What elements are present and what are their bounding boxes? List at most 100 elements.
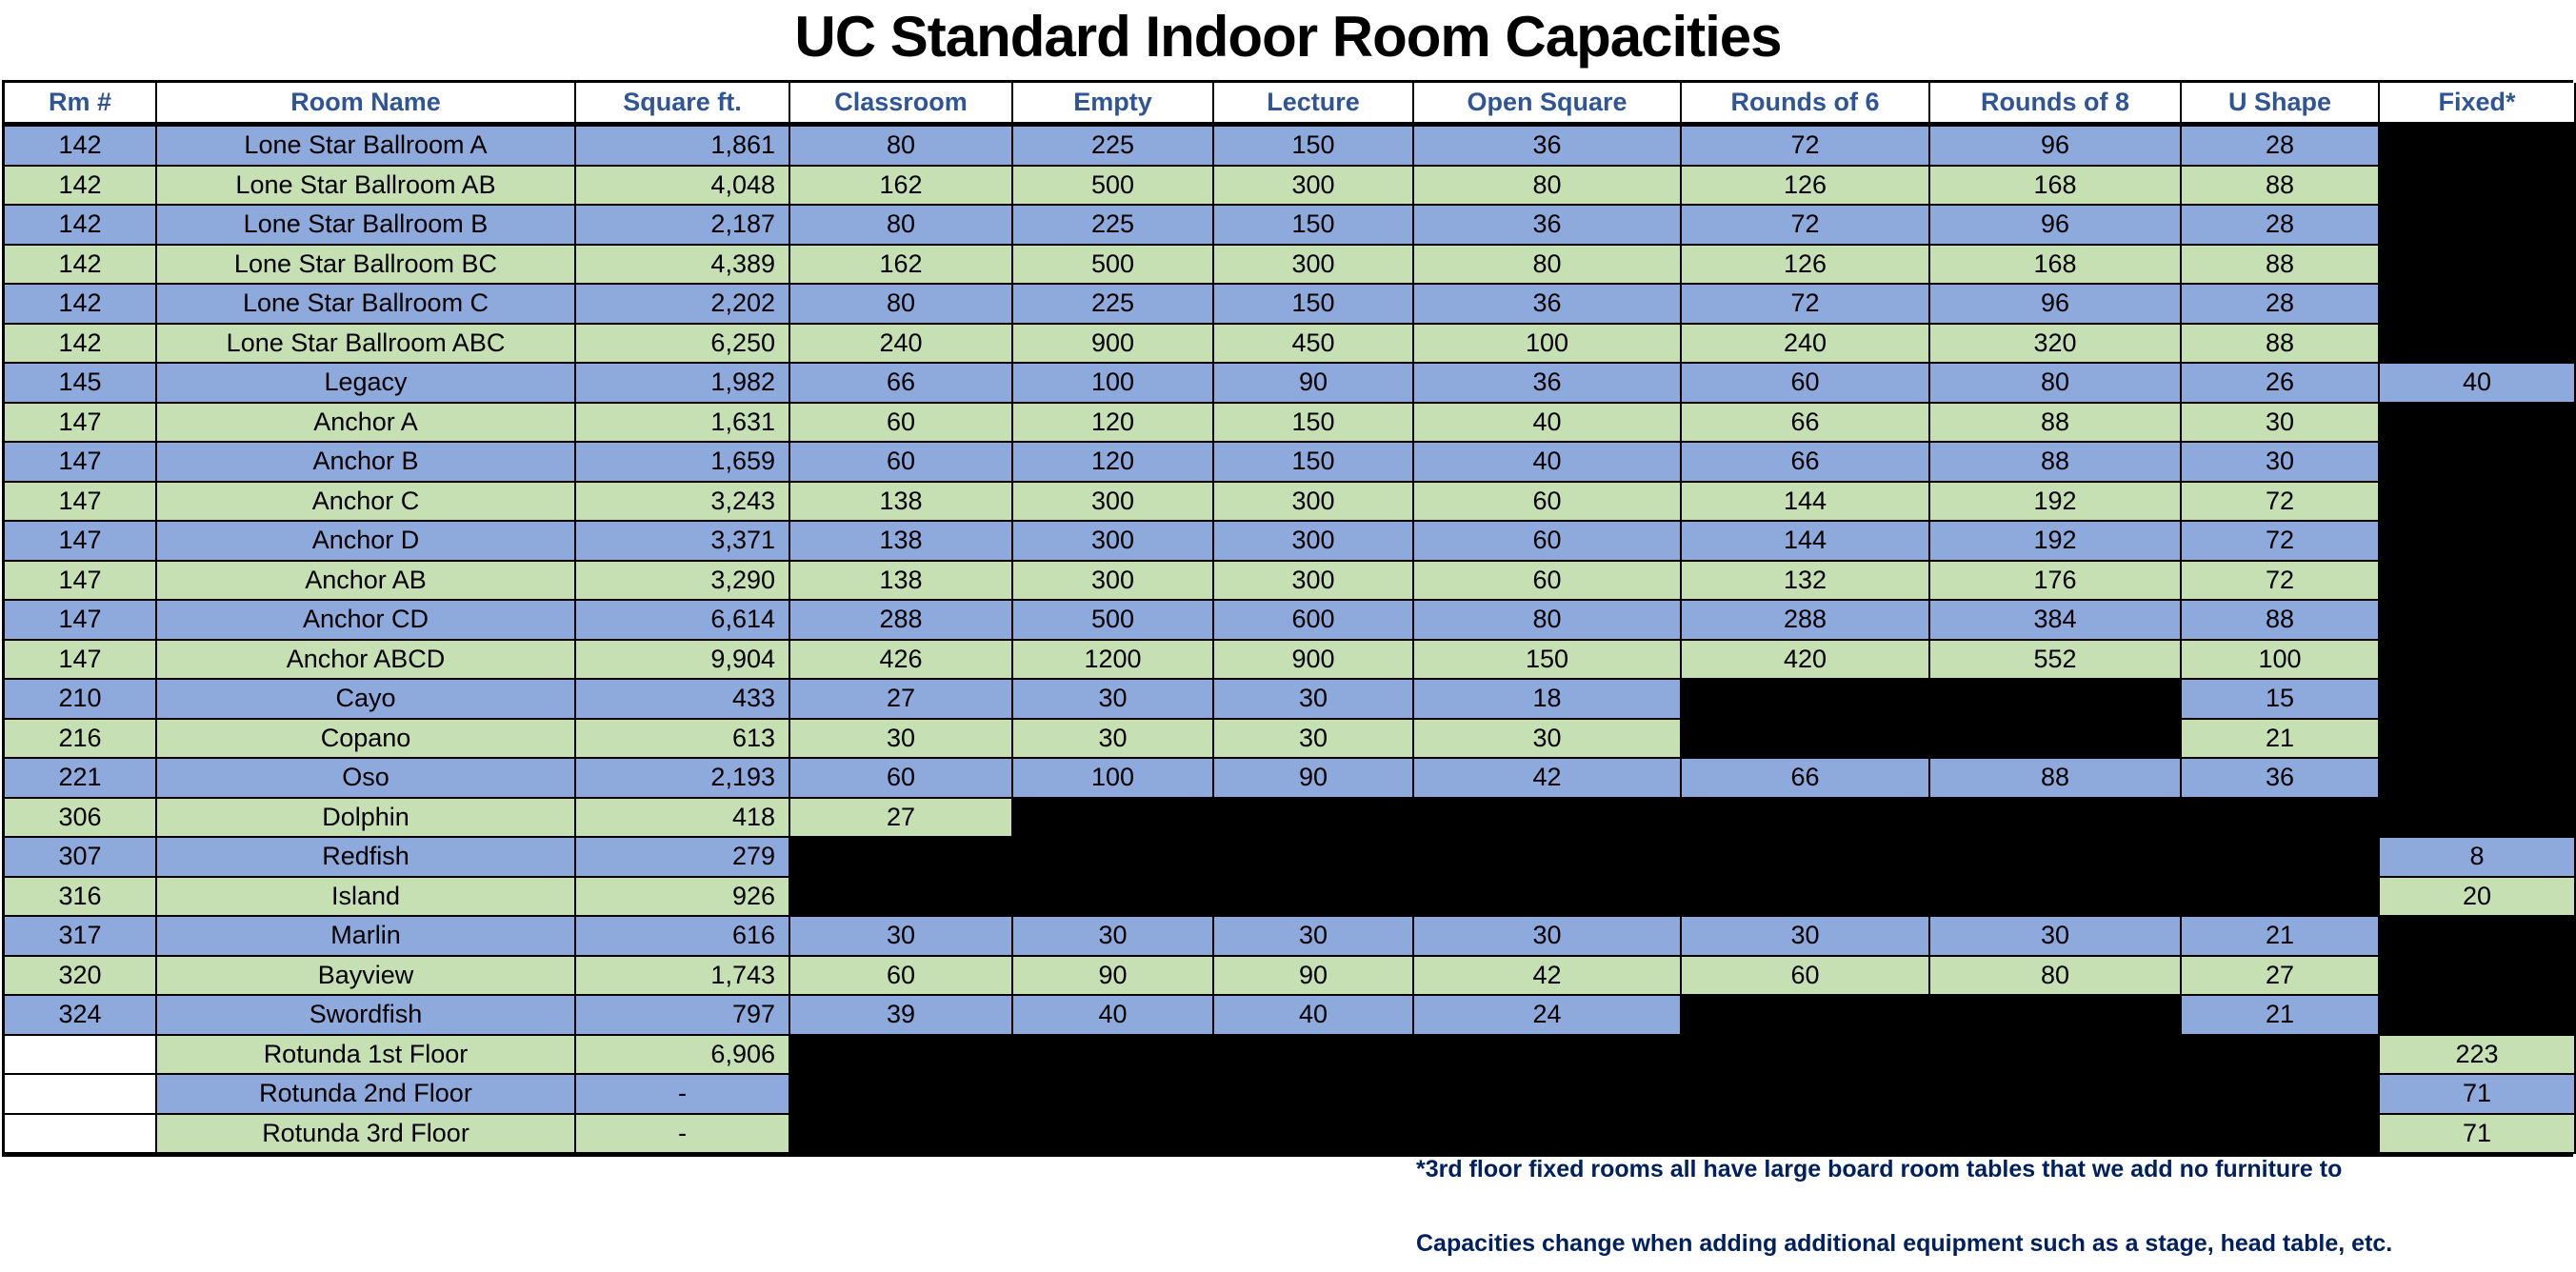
cell-square-ft: 418 [576, 798, 790, 838]
cell-rm: 142 [5, 245, 157, 285]
unavailable-cell [1214, 877, 1414, 917]
cell-rounds-of-6: 60 [1682, 364, 1930, 404]
cell-square-ft: - [576, 1075, 790, 1115]
cell-rm: 147 [5, 561, 157, 601]
cell-u-shape: 72 [2182, 561, 2380, 601]
cell-open-square: 80 [1414, 601, 1682, 641]
cell-rounds-of-6: 72 [1682, 206, 1930, 246]
cell-classroom: 30 [790, 917, 1013, 957]
column-header-rm: Rm # [5, 83, 157, 127]
cell-room-name: Anchor B [157, 443, 576, 483]
cell-empty: 40 [1013, 996, 1214, 1036]
cell-classroom: 60 [790, 759, 1013, 799]
cell-empty: 1200 [1013, 640, 1214, 680]
unavailable-cell [1414, 1114, 1682, 1154]
capacity-table: Rm # Room Name Square ft. Classroom Empty Lec… [2, 80, 2576, 1157]
cell-lecture: 300 [1214, 482, 1414, 522]
cell-empty: 300 [1013, 561, 1214, 601]
cell-classroom: 162 [790, 245, 1013, 285]
cell-classroom: 66 [790, 364, 1013, 404]
cell-rounds-of-6: 72 [1682, 285, 1930, 325]
cell-rm: 142 [5, 166, 157, 206]
cell-u-shape: 28 [2182, 206, 2380, 246]
unavailable-cell [1682, 680, 1930, 720]
cell-u-shape: 27 [2182, 956, 2380, 996]
cell-room-name: Dolphin [157, 798, 576, 838]
unavailable-cell [1414, 1075, 1682, 1115]
cell-lecture: 300 [1214, 166, 1414, 206]
unavailable-cell [2380, 798, 2576, 838]
unavailable-cell [1682, 1075, 1930, 1115]
cell-lecture: 300 [1214, 522, 1414, 562]
cell-lecture: 900 [1214, 640, 1414, 680]
unavailable-cell [2380, 403, 2576, 443]
cell-rounds-of-8: 96 [1930, 127, 2182, 167]
cell-room-name: Lone Star Ballroom AB [157, 166, 576, 206]
cell-lecture: 300 [1214, 561, 1414, 601]
column-header-open-square: Open Square [1414, 83, 1682, 127]
cell-rm: 216 [5, 719, 157, 759]
cell-square-ft: 6,614 [576, 601, 790, 641]
cell-empty: 30 [1013, 719, 1214, 759]
cell-rm: 306 [5, 798, 157, 838]
cell-classroom: 240 [790, 324, 1013, 364]
cell-rounds-of-8: 384 [1930, 601, 2182, 641]
cell-empty: 120 [1013, 403, 1214, 443]
unavailable-cell [1930, 680, 2182, 720]
column-header-room-name: Room Name [157, 83, 576, 127]
unavailable-cell [1414, 877, 1682, 917]
page-title: UC Standard Indoor Room Capacities [794, 5, 1782, 69]
cell-square-ft: - [576, 1114, 790, 1154]
cell-rounds-of-8: 88 [1930, 403, 2182, 443]
cell-classroom: 39 [790, 996, 1013, 1036]
cell-rm: 142 [5, 285, 157, 325]
cell-room-name: Marlin [157, 917, 576, 957]
cell-room-name: Bayview [157, 956, 576, 996]
unavailable-cell [1013, 1114, 1214, 1154]
unavailable-cell [1930, 719, 2182, 759]
cell-open-square: 42 [1414, 759, 1682, 799]
cell-rounds-of-6: 66 [1682, 443, 1930, 483]
cell-fixed: 71 [2380, 1114, 2576, 1154]
cell-rounds-of-8: 176 [1930, 561, 2182, 601]
cell-rm: 320 [5, 956, 157, 996]
cell-rounds-of-6: 30 [1682, 917, 1930, 957]
unavailable-cell [2380, 443, 2576, 483]
unavailable-cell [1682, 877, 1930, 917]
cell-rounds-of-6: 126 [1682, 245, 1930, 285]
cell-rounds-of-6: 240 [1682, 324, 1930, 364]
cell-rounds-of-8: 80 [1930, 956, 2182, 996]
cell-rm: 142 [5, 324, 157, 364]
cell-open-square: 36 [1414, 206, 1682, 246]
cell-rounds-of-6: 60 [1682, 956, 1930, 996]
cell-rounds-of-6: 144 [1682, 482, 1930, 522]
column-header-classroom: Classroom [790, 83, 1013, 127]
cell-room-name: Lone Star Ballroom B [157, 206, 576, 246]
cell-classroom: 60 [790, 443, 1013, 483]
cell-rounds-of-8: 320 [1930, 324, 2182, 364]
cell-room-name: Anchor A [157, 403, 576, 443]
cell-room-name: Anchor D [157, 522, 576, 562]
cell-u-shape: 72 [2182, 522, 2380, 562]
cell-open-square: 80 [1414, 166, 1682, 206]
cell-square-ft: 1,982 [576, 364, 790, 404]
cell-room-name: Anchor CD [157, 601, 576, 641]
cell-room-name: Anchor C [157, 482, 576, 522]
cell-open-square: 30 [1414, 719, 1682, 759]
cell-empty: 120 [1013, 443, 1214, 483]
cell-empty: 30 [1013, 680, 1214, 720]
cell-room-name: Lone Star Ballroom C [157, 285, 576, 325]
cell-room-name: Lone Star Ballroom A [157, 127, 576, 167]
unavailable-cell [790, 1035, 1013, 1075]
cell-empty: 500 [1013, 166, 1214, 206]
unavailable-cell [2380, 917, 2576, 957]
unavailable-cell [1930, 838, 2182, 878]
cell-u-shape: 36 [2182, 759, 2380, 799]
cell-rm: 142 [5, 127, 157, 167]
cell-lecture: 40 [1214, 996, 1414, 1036]
unavailable-cell [1682, 996, 1930, 1036]
cell-open-square: 60 [1414, 522, 1682, 562]
cell-classroom: 30 [790, 719, 1013, 759]
cell-lecture: 90 [1214, 956, 1414, 996]
footnote-fixed: *3rd floor fixed rooms all have large bo… [1416, 1156, 2343, 1183]
